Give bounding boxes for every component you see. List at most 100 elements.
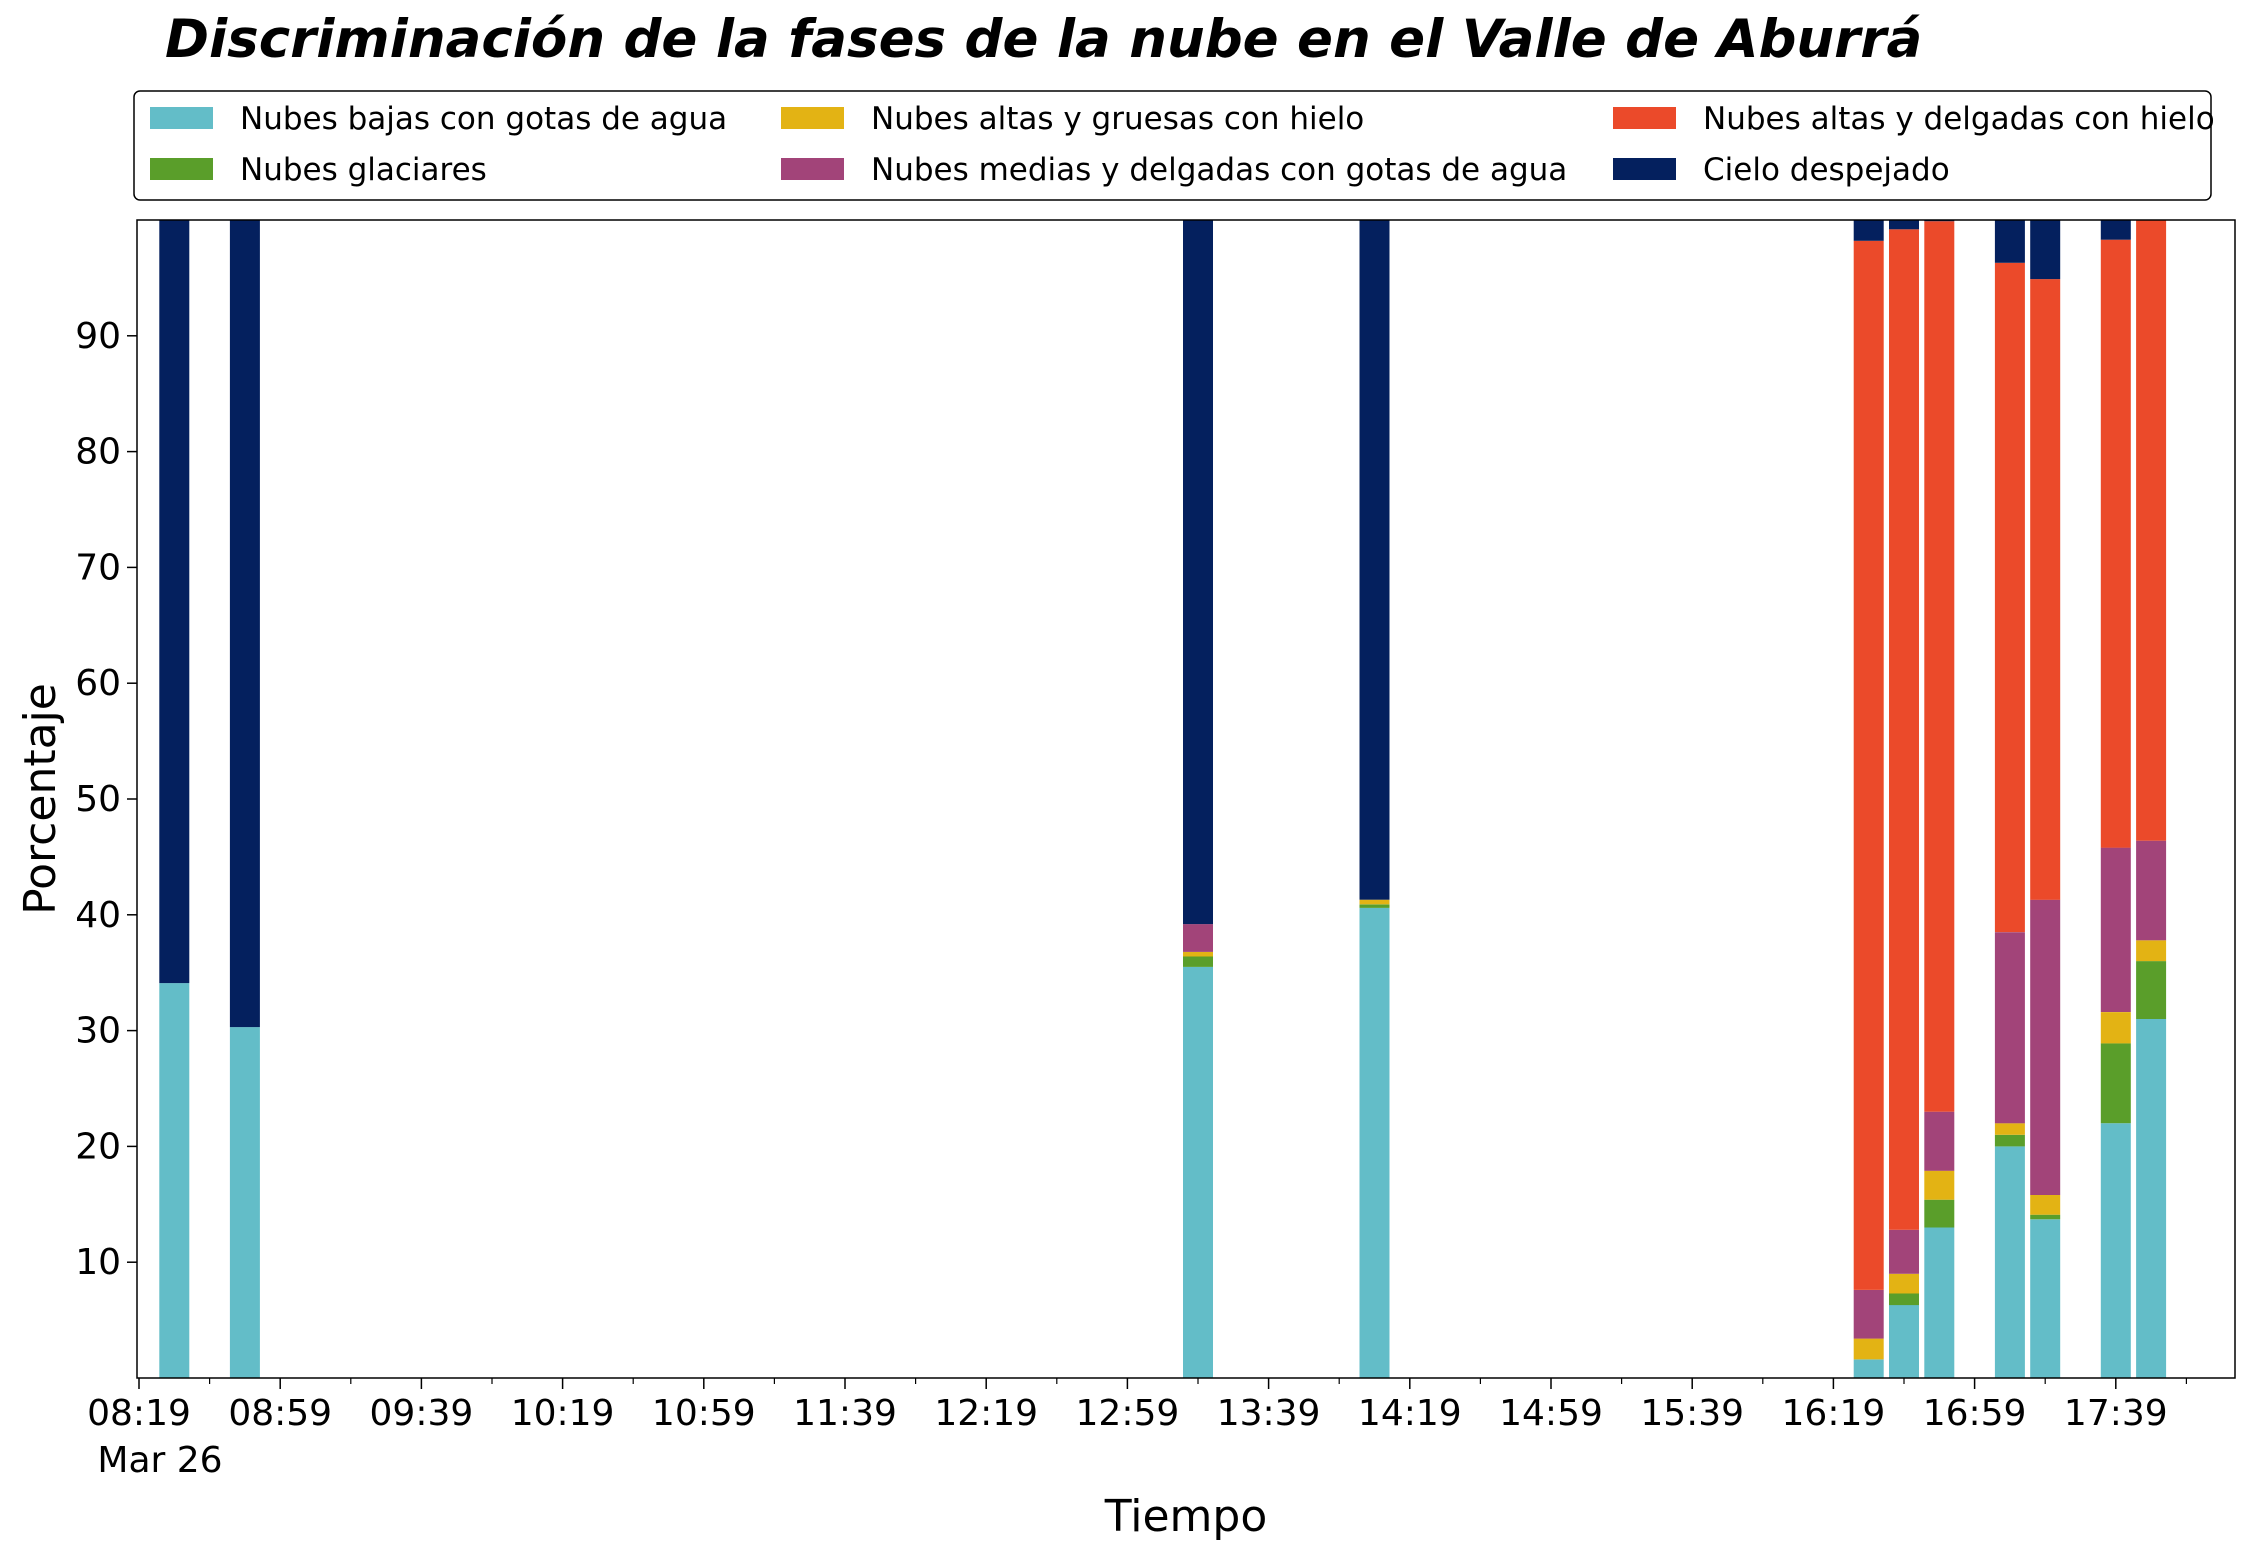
bars-group	[159, 220, 2167, 1378]
bar-segment	[1994, 1123, 2025, 1135]
bar-segment	[1183, 956, 1213, 967]
legend-swatch	[1613, 107, 1676, 129]
y-axis: 10 20 30 40 50 60 70 80 90	[75, 316, 137, 1283]
legend-swatch	[150, 158, 213, 180]
y-tick-label: 60	[75, 663, 121, 704]
x-tick-label: 11:39	[793, 1393, 897, 1434]
legend: Nubes bajas con gotas de agua Nubes glaci…	[133, 90, 2215, 201]
bar-segment	[1994, 932, 2025, 1124]
y-tick-label: 20	[75, 1126, 121, 1167]
y-tick-label: 50	[75, 779, 121, 820]
legend-item: Nubes glaciares	[150, 152, 487, 188]
y-axis-label: Porcentaje	[15, 683, 66, 915]
legend-label: Nubes altas y gruesas con hielo	[871, 101, 1364, 137]
y-tick-label: 10	[75, 1242, 121, 1283]
bar-segment	[1853, 240, 1884, 1290]
bar-segment	[2136, 940, 2167, 962]
bar-segment	[2100, 1123, 2131, 1378]
legend-label: Nubes bajas con gotas de agua	[240, 101, 727, 137]
bar-segment	[1853, 1338, 1884, 1360]
x-tick-label: 09:39	[370, 1393, 474, 1434]
bar-segment	[1924, 1199, 1955, 1228]
bar-segment	[2030, 220, 2061, 280]
x-tick-label: 12:19	[934, 1393, 1038, 1434]
x-tick-label: 14:19	[1358, 1393, 1462, 1434]
x-tick-label: 12:59	[1076, 1393, 1180, 1434]
bar-segment	[1889, 1273, 1919, 1294]
bar-segment	[1994, 220, 2025, 263]
bar-segment	[1994, 262, 2025, 933]
bar-segment	[1359, 899, 1390, 905]
bar-segment	[1853, 1359, 1884, 1378]
bar-segment	[2136, 220, 2167, 841]
x-tick-label: 08:19	[87, 1393, 191, 1434]
bar-segment	[2030, 1219, 2061, 1378]
x-tick-label: 10:19	[511, 1393, 615, 1434]
x-tick-label: 10:59	[652, 1393, 756, 1434]
bar-segment	[2100, 1012, 2131, 1044]
bar-segment	[1889, 1293, 1919, 1306]
x-axis-label: Tiempo	[1104, 1491, 1268, 1542]
legend-item: Cielo despejado	[1613, 152, 1950, 188]
legend-swatch	[781, 158, 844, 180]
legend-label: Cielo despejado	[1703, 152, 1950, 188]
bar-segment	[1853, 220, 1884, 241]
x-tick-label: 17:39	[2064, 1393, 2168, 1434]
legend-label: Nubes glaciares	[240, 152, 487, 188]
bar-segment	[2100, 239, 2131, 848]
legend-label: Nubes altas y delgadas con hielo	[1703, 101, 2215, 137]
x-tick-label: 14:59	[1499, 1393, 1603, 1434]
x-tick-label: 13:39	[1217, 1393, 1321, 1434]
bar-segment	[2136, 1019, 2167, 1378]
legend-label: Nubes medias y delgadas con gotas de agu…	[871, 152, 1567, 188]
legend-frame	[133, 90, 2212, 201]
x-axis: 08:19 08:59 09:39 10:19 10:59 11:39 12:19 12:59…	[87, 1378, 2187, 1434]
bar-segment	[2136, 840, 2167, 941]
bar-segment	[1853, 1290, 1884, 1339]
bar-segment	[1924, 1111, 1955, 1171]
bar-segment	[1924, 221, 1955, 1112]
bar-segment	[2100, 1043, 2131, 1124]
chart-title: Discriminación de la fases de la nube en…	[165, 9, 1922, 70]
bar-segment	[1994, 1134, 2025, 1147]
legend-item: Nubes altas y gruesas con hielo	[781, 101, 1364, 137]
bar-segment	[1183, 966, 1213, 1378]
y-tick-label: 30	[75, 1011, 121, 1052]
bar-segment	[2100, 847, 2131, 1012]
y-tick-label: 70	[75, 547, 121, 588]
bar-segment	[2136, 961, 2167, 1019]
bar-segment	[2030, 1195, 2061, 1215]
x-tick-label: 16:19	[1782, 1393, 1886, 1434]
bar-segment	[1924, 1227, 1955, 1378]
bar-segment	[2030, 279, 2061, 900]
bar-segment	[159, 983, 190, 1378]
legend-item: Nubes medias y delgadas con gotas de agu…	[781, 152, 1567, 188]
legend-item: Nubes bajas con gotas de agua	[150, 101, 727, 137]
legend-swatch	[150, 107, 213, 129]
bar-segment	[159, 220, 190, 984]
bar-segment	[1183, 220, 1213, 925]
x-date-label: Mar 26	[97, 1440, 222, 1481]
bar-segment	[1889, 220, 1919, 230]
bar-segment	[1183, 951, 1213, 957]
legend-swatch	[781, 107, 844, 129]
bar-segment	[1994, 1146, 2025, 1378]
bar-segment	[1924, 1170, 1955, 1200]
x-tick-label: 08:59	[228, 1393, 332, 1434]
legend-item: Nubes altas y delgadas con hielo	[1613, 101, 2215, 137]
legend-swatch	[1613, 158, 1676, 180]
bar-segment	[229, 1027, 260, 1378]
x-tick-label: 15:39	[1640, 1393, 1744, 1434]
bar-segment	[1183, 924, 1213, 952]
bar-segment	[1359, 220, 1390, 900]
bar-segment	[1889, 1305, 1919, 1378]
bar-segment	[2030, 899, 2061, 1195]
bar-segment	[2030, 1214, 2061, 1220]
bar-segment	[2100, 220, 2131, 240]
y-tick-label: 80	[75, 432, 121, 473]
bar-segment	[1889, 229, 1919, 1230]
bar-segment	[229, 220, 260, 1028]
x-tick-label: 16:59	[1923, 1393, 2027, 1434]
y-tick-label: 90	[75, 316, 121, 357]
